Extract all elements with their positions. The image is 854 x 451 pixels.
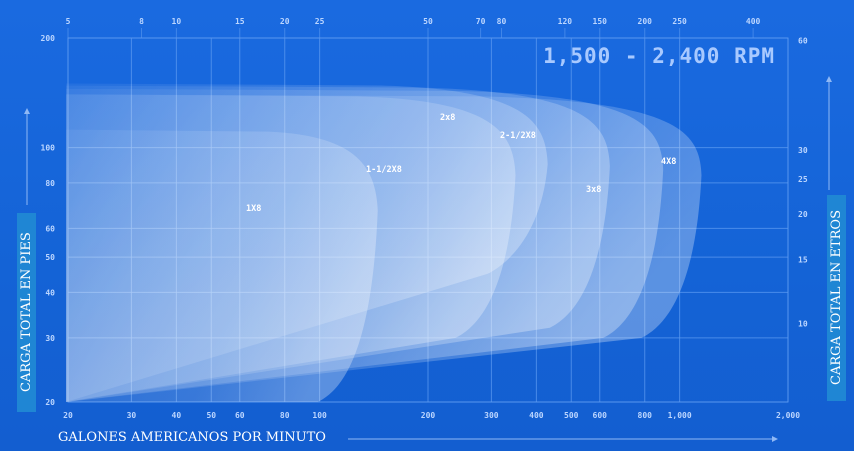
x2-tick-label: 10 [172,17,182,26]
x2-tick-label: 8 [139,17,144,26]
y2-tick-label: 25 [798,175,808,184]
x2-tick-label: 400 [746,17,761,26]
y-tick-label: 60 [45,224,55,233]
x2-tick-label: 200 [638,17,653,26]
curve-label: 2-1/2X8 [500,131,536,141]
x2-tick-label: 50 [423,17,433,26]
x2-tick-label: 150 [593,17,608,26]
tick-labels: 20 30 40 50 60 80 100 200 300 400 500 600 800 1,000 2,… [41,17,808,420]
x2-tick-label: 20 [280,17,290,26]
x2-tick-label: 25 [315,17,325,26]
x-tick-label: 600 [593,411,608,420]
x2-tick-label: 120 [558,17,573,26]
y2-tick-label: 20 [798,210,808,219]
y-tick-label: 20 [45,398,55,407]
curve-label: 1-1/2X8 [366,165,402,175]
curve-labels: 1X8 1-1/2X8 2x8 2-1/2X8 3x8 4X8 [246,113,676,214]
curve-label: 1X8 [246,204,261,214]
y-tick-label: 80 [45,179,55,188]
x-tick-label: 500 [564,411,579,420]
x2-tick-label: 250 [672,17,687,26]
x2-tick-label: 80 [497,17,507,26]
y2-tick-label: 30 [798,146,808,155]
curve-areas [66,83,702,403]
x-axis-title: GALONES AMERICANOS POR MINUTO [58,430,326,445]
x-tick-label: 200 [421,411,436,420]
x-tick-label: 1,000 [668,411,692,420]
x-tick-label: 100 [312,411,327,420]
y-tick-label: 30 [45,334,55,343]
y2-tick-label: 10 [798,320,808,329]
x-tick-label: 400 [529,411,544,420]
x2-tick-label: 5 [66,17,71,26]
x-tick-label: 50 [206,411,216,420]
y2-tick-label: 15 [798,256,808,265]
curve-area-4x8 [66,94,702,403]
x2-tick-label: 70 [476,17,486,26]
y-tick-label: 50 [45,253,55,262]
x-tick-label: 30 [127,411,137,420]
y-tick-label: 40 [45,288,55,297]
x-tick-label: 20 [63,411,73,420]
curve-label: 4X8 [661,157,676,167]
x-tick-label: 40 [172,411,182,420]
y-tick-label: 200 [41,34,56,43]
y2-axis-title: CARGA TOTAL EN ETROS [827,195,846,401]
curve-label: 2x8 [440,113,455,123]
x-tick-label: 800 [638,411,653,420]
curve-label: 3x8 [586,185,601,195]
y-tick-label: 100 [41,144,56,153]
x2-tick-label: 15 [235,17,245,26]
y2-tick-label: 60 [798,37,808,46]
x-tick-label: 80 [280,411,290,420]
x-tick-label: 2,000 [776,411,800,420]
x-tick-label: 300 [484,411,499,420]
x-tick-label: 60 [235,411,245,420]
y-axis-title: CARGA TOTAL EN PIES [17,213,36,412]
chart-title: 1,500 - 2,400 RPM [543,44,775,68]
